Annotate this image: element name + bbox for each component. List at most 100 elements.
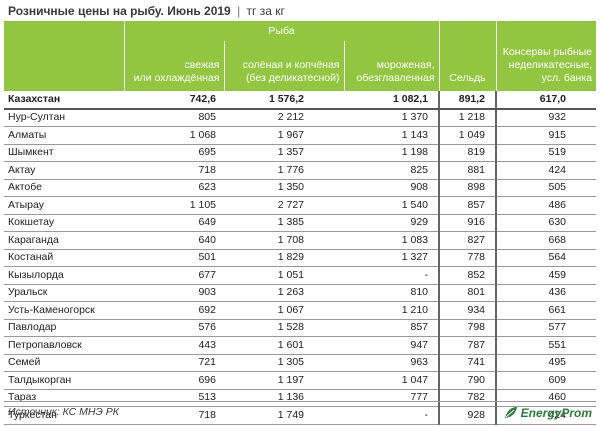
- table-body: Казахстан 742,6 1 576,2 1 082,1 891,2 617,0 Ну…: [4, 91, 597, 425]
- cell-salted: 1 829: [224, 249, 344, 267]
- cell-fresh: 501: [124, 249, 224, 267]
- cell-fresh: 640: [124, 231, 224, 250]
- cell-herring: 787: [438, 336, 497, 355]
- row-region-name: Тараз: [4, 389, 124, 407]
- cell-canned: 932: [495, 108, 597, 127]
- row-region-name: Костанай: [4, 249, 124, 267]
- cell-salted: 1 601: [224, 336, 344, 355]
- cell-frozen: 1 083: [344, 231, 440, 250]
- table-row: Усть-Каменогорск 692 1 067 1 210 934 661: [4, 301, 597, 320]
- cell-canned: 505: [495, 179, 597, 197]
- cell-canned: 915: [495, 126, 597, 145]
- cell-salted: 1 051: [224, 266, 344, 285]
- cell-salted: 1 576,2: [224, 91, 344, 110]
- row-region-name: Семей: [4, 354, 124, 372]
- table-row: Туркестан 718 1 749-928 424: [4, 406, 597, 425]
- cell-herring: 819: [438, 144, 497, 162]
- cell-canned: 459: [495, 266, 597, 285]
- row-region-name: Усть-Каменогорск: [4, 301, 124, 320]
- cell-fresh: 677: [124, 266, 224, 285]
- table-row: Актау 718 1 776 825 881 424: [4, 161, 597, 180]
- cell-salted: 1 357: [224, 144, 344, 162]
- row-region-name: Кокшетау: [4, 214, 124, 232]
- cell-canned: 551: [495, 336, 597, 355]
- cell-frozen: 1 082,1: [344, 91, 440, 110]
- cell-canned: 436: [495, 284, 597, 302]
- cell-salted: 1 776: [224, 161, 344, 180]
- cell-herring: 857: [438, 196, 497, 215]
- cell-salted: 1 197: [224, 371, 344, 390]
- cell-salted: 1 136: [224, 389, 344, 407]
- table-row: Петропавловск 443 1 601 947 787 551: [4, 336, 597, 355]
- cell-salted: 2 727: [224, 196, 344, 215]
- table-row: Нур-Султан 805 2 212 1 370 1 218 932: [4, 108, 597, 127]
- cell-canned: 668: [495, 231, 597, 250]
- table-row: Костанай 501 1 829 1 327 778 564: [4, 249, 597, 267]
- cell-fresh: 696: [124, 371, 224, 390]
- cell-herring: 790: [438, 371, 497, 390]
- cell-salted: 1 708: [224, 231, 344, 250]
- cell-canned: 609: [495, 371, 597, 390]
- cell-frozen: 1 143: [344, 126, 440, 145]
- cell-canned: 495: [495, 354, 597, 372]
- cell-frozen: 1 540: [344, 196, 440, 215]
- table-row: Талдыкорган 696 1 197 1 047 790 609: [4, 371, 597, 390]
- row-region-name: Атырау: [4, 196, 124, 215]
- header-herring: Сельдь: [438, 21, 497, 91]
- cell-frozen: 810: [344, 284, 440, 302]
- row-region-name: Петропавловск: [4, 336, 124, 355]
- cell-canned: 630: [495, 214, 597, 232]
- cell-frozen: 947: [344, 336, 440, 355]
- cell-salted: 2 212: [224, 108, 344, 127]
- row-region-name: Нур-Султан: [4, 108, 124, 127]
- row-region-name: Караганда: [4, 231, 124, 250]
- cell-canned: 460: [495, 389, 597, 407]
- cell-frozen: 857: [344, 319, 440, 337]
- cell-herring: 934: [438, 301, 497, 320]
- cell-fresh: 692: [124, 301, 224, 320]
- cell-fresh: 718: [124, 406, 224, 425]
- cell-herring: 916: [438, 214, 497, 232]
- table-row: Актобе 623 1 350 908 898 505: [4, 179, 597, 197]
- cell-fresh: 513: [124, 389, 224, 407]
- table-row: Семей 721 1 305 963 741 495: [4, 354, 597, 372]
- header-frozen: мороженая, обезглавленная: [343, 41, 440, 91]
- header-fresh: свежая или охлаждённая: [123, 41, 224, 91]
- cell-salted: 1 967: [224, 126, 344, 145]
- page-title: Розничные цены на рыбу. Июнь 2019 | тг з…: [8, 4, 285, 20]
- row-region-name: Талдыкорган: [4, 371, 124, 390]
- cell-frozen: 777: [344, 389, 440, 407]
- cell-herring: 891,2: [438, 91, 497, 110]
- footer-divider: [4, 401, 596, 402]
- cell-frozen: 1 198: [344, 144, 440, 162]
- cell-herring: 782: [438, 389, 497, 407]
- cell-herring: 1 049: [438, 126, 497, 145]
- energyprom-leaf-icon: [504, 407, 517, 418]
- cell-herring: 798: [438, 319, 497, 337]
- cell-herring: 741: [438, 354, 497, 372]
- cell-frozen: 1 370: [344, 108, 440, 127]
- header-canned: Консервы рыбные неделикатесные, усл. бан…: [495, 21, 597, 91]
- table-row: Уральск 903 1 263 810 801 436: [4, 284, 597, 302]
- row-region-name: Павлодар: [4, 319, 124, 337]
- table-header: Рыба Сельдь Консервы рыбные неделикатесн…: [4, 21, 597, 91]
- row-region-name: Алматы: [4, 126, 124, 145]
- source-note: Источник: КС МНЭ РК: [8, 406, 119, 418]
- table-row: Караганда 640 1 708 1 083 827 668: [4, 231, 597, 250]
- energyprom-logo: EnergyProm: [504, 404, 592, 422]
- cell-canned: 486: [495, 196, 597, 215]
- cell-frozen: 908: [344, 179, 440, 197]
- cell-fresh: 718: [124, 161, 224, 180]
- cell-herring: 852: [438, 266, 497, 285]
- cell-canned: 577: [495, 319, 597, 337]
- table-row-total: Казахстан 742,6 1 576,2 1 082,1 891,2 617,0: [4, 91, 597, 110]
- cell-fresh: 1 105: [124, 196, 224, 215]
- table-row: Кокшетау 649 1 385 929 916 630: [4, 214, 597, 232]
- cell-fresh: 695: [124, 144, 224, 162]
- cell-herring: 898: [438, 179, 497, 197]
- table-row: Тараз 513 1 136 777 782 460: [4, 389, 597, 407]
- cell-canned: 617,0: [495, 91, 597, 110]
- row-region-name: Актобе: [4, 179, 124, 197]
- table-row: Атырау 1 105 2 727 1 540 857 486: [4, 196, 597, 215]
- cell-salted: 1 305: [224, 354, 344, 372]
